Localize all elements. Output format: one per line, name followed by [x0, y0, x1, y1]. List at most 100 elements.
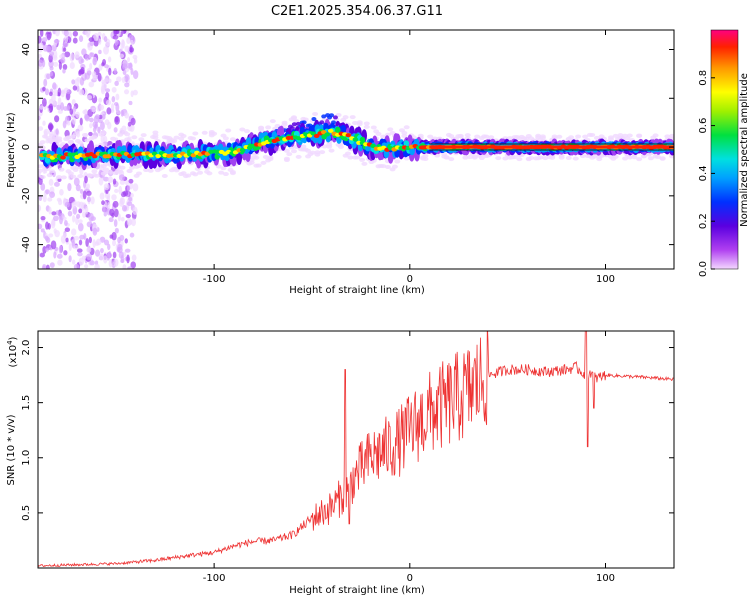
noise-blob — [130, 67, 134, 76]
band-halo — [286, 152, 293, 157]
spectrogram-frame — [37, 29, 675, 270]
noise-blob — [38, 115, 41, 121]
noise-blob — [51, 93, 56, 103]
noise-blob — [122, 190, 129, 197]
band-halo — [56, 175, 63, 180]
band-halo — [173, 168, 180, 173]
noise-blob — [91, 107, 96, 113]
spectrogram-panel: -100 0 100 -40 -20 0 20 40 Height of straight … — [6, 29, 675, 296]
band-halo — [593, 135, 600, 140]
band-halo — [462, 155, 469, 160]
band-halo — [300, 144, 307, 149]
band-halo — [568, 135, 575, 140]
noise-blob — [42, 59, 46, 68]
noise-blob — [109, 208, 115, 217]
noise-blob — [99, 104, 105, 111]
noise-blob — [114, 115, 120, 125]
noise-blob — [50, 240, 57, 250]
band-halo — [495, 156, 502, 161]
streak-blob — [332, 115, 338, 120]
band-halo — [58, 167, 65, 172]
noise-blob — [120, 216, 125, 222]
noise-blob — [129, 232, 135, 238]
band-halo — [516, 157, 523, 162]
noise-blob — [113, 127, 118, 133]
noise-blob — [84, 72, 91, 80]
noise-blob — [107, 202, 111, 209]
noise-blob — [71, 259, 76, 265]
band-halo — [77, 174, 84, 179]
noise-blob — [126, 201, 133, 207]
band-halo — [352, 120, 359, 125]
band-halo — [478, 156, 485, 161]
noise-blob — [124, 248, 131, 253]
noise-blob — [112, 178, 117, 185]
noise-blob — [40, 183, 46, 191]
band-halo — [391, 164, 398, 169]
noise-blob — [70, 228, 77, 236]
noise-blob — [121, 205, 127, 212]
noise-blob — [121, 125, 127, 133]
noise-blob — [126, 185, 131, 192]
noise-blob — [118, 185, 123, 195]
noise-blob — [53, 42, 57, 47]
band-halo — [314, 152, 321, 157]
noise-blob — [86, 221, 93, 228]
noise-blob — [40, 228, 45, 233]
band-halo — [622, 156, 629, 161]
band-halo — [556, 134, 563, 139]
noise-blob — [64, 227, 71, 233]
noise-blob — [103, 36, 108, 42]
streak-blob — [291, 122, 297, 127]
noise-blob — [119, 200, 124, 207]
noise-blob — [97, 72, 102, 82]
noise-blob — [105, 88, 111, 93]
noise-blob — [111, 231, 117, 241]
band-halo — [359, 157, 366, 162]
noise-blob — [103, 239, 110, 246]
noise-blob — [68, 243, 72, 252]
noise-blob — [61, 89, 66, 94]
noise-blob — [128, 178, 134, 184]
band-halo — [38, 168, 44, 173]
noise-blob — [92, 227, 98, 236]
band-halo — [558, 153, 565, 158]
noise-blob — [86, 183, 90, 190]
noise-blob — [88, 81, 95, 88]
band-halo — [640, 154, 647, 159]
band-halo — [86, 173, 93, 178]
noise-blob — [95, 121, 99, 129]
band-halo — [384, 164, 391, 169]
band-halo — [67, 171, 74, 176]
band-halo — [542, 156, 549, 161]
band-halo — [215, 164, 222, 169]
noise-blob — [88, 131, 93, 137]
band-halo — [664, 134, 671, 139]
noise-blob — [111, 96, 116, 103]
noise-blob — [112, 239, 117, 247]
noise-blob — [107, 121, 112, 130]
band-halo — [93, 173, 100, 178]
spectrogram-x-ticks: -100 0 100 — [203, 30, 615, 285]
noise-blob — [132, 183, 139, 192]
band-halo — [60, 175, 67, 180]
noise-blob — [49, 71, 54, 77]
noise-blob — [72, 37, 78, 44]
band-halo — [91, 135, 98, 140]
noise-blob — [62, 232, 67, 238]
snr-panel: -100 0 100 0.5 1.0 1.5 2.0 Height of straight… — [6, 330, 675, 596]
band-halo — [380, 134, 387, 139]
noise-blob — [69, 62, 75, 70]
noise-blob — [92, 126, 97, 133]
band-halo — [290, 149, 297, 154]
noise-blob — [89, 117, 94, 123]
noise-blob — [114, 227, 119, 234]
noise-blob — [98, 38, 102, 45]
noise-blob — [113, 258, 119, 267]
noise-blob — [99, 253, 104, 261]
snr-series-line — [38, 331, 674, 568]
noise-blob — [71, 117, 77, 125]
band-halo — [77, 140, 84, 145]
noise-blob — [130, 261, 137, 269]
noise-blob — [85, 30, 91, 36]
